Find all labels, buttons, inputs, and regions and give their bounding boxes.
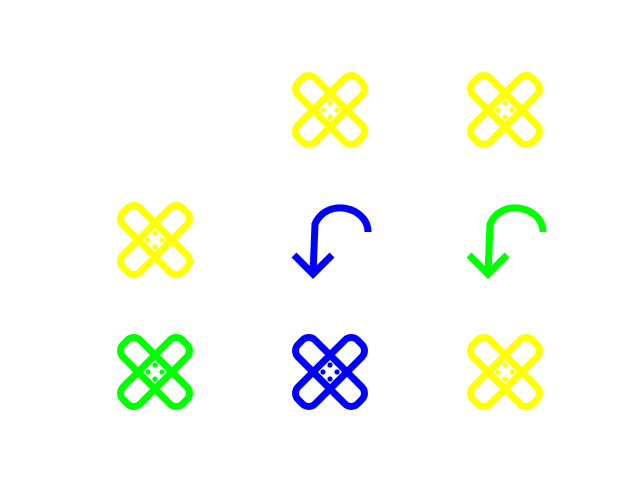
undo-arrow-icon: [466, 204, 547, 279]
bandage-cell: [282, 324, 378, 420]
bandage-cell: [107, 324, 203, 420]
undo-arrow-cell: [457, 192, 553, 288]
bandage-icon: [467, 72, 543, 148]
empty-cell: [107, 62, 203, 158]
bandage-icon: [117, 202, 193, 278]
bandage-icon: [292, 334, 368, 410]
bandage-cell: [282, 62, 378, 158]
bandage-icon: [467, 334, 543, 410]
bandage-icon: [292, 72, 368, 148]
undo-arrow-icon: [291, 204, 372, 279]
bandage-cell: [457, 324, 553, 420]
bandage-icon: [117, 334, 193, 410]
bandage-cell: [107, 192, 203, 288]
bandage-cell: [457, 62, 553, 158]
undo-arrow-cell: [282, 192, 378, 288]
